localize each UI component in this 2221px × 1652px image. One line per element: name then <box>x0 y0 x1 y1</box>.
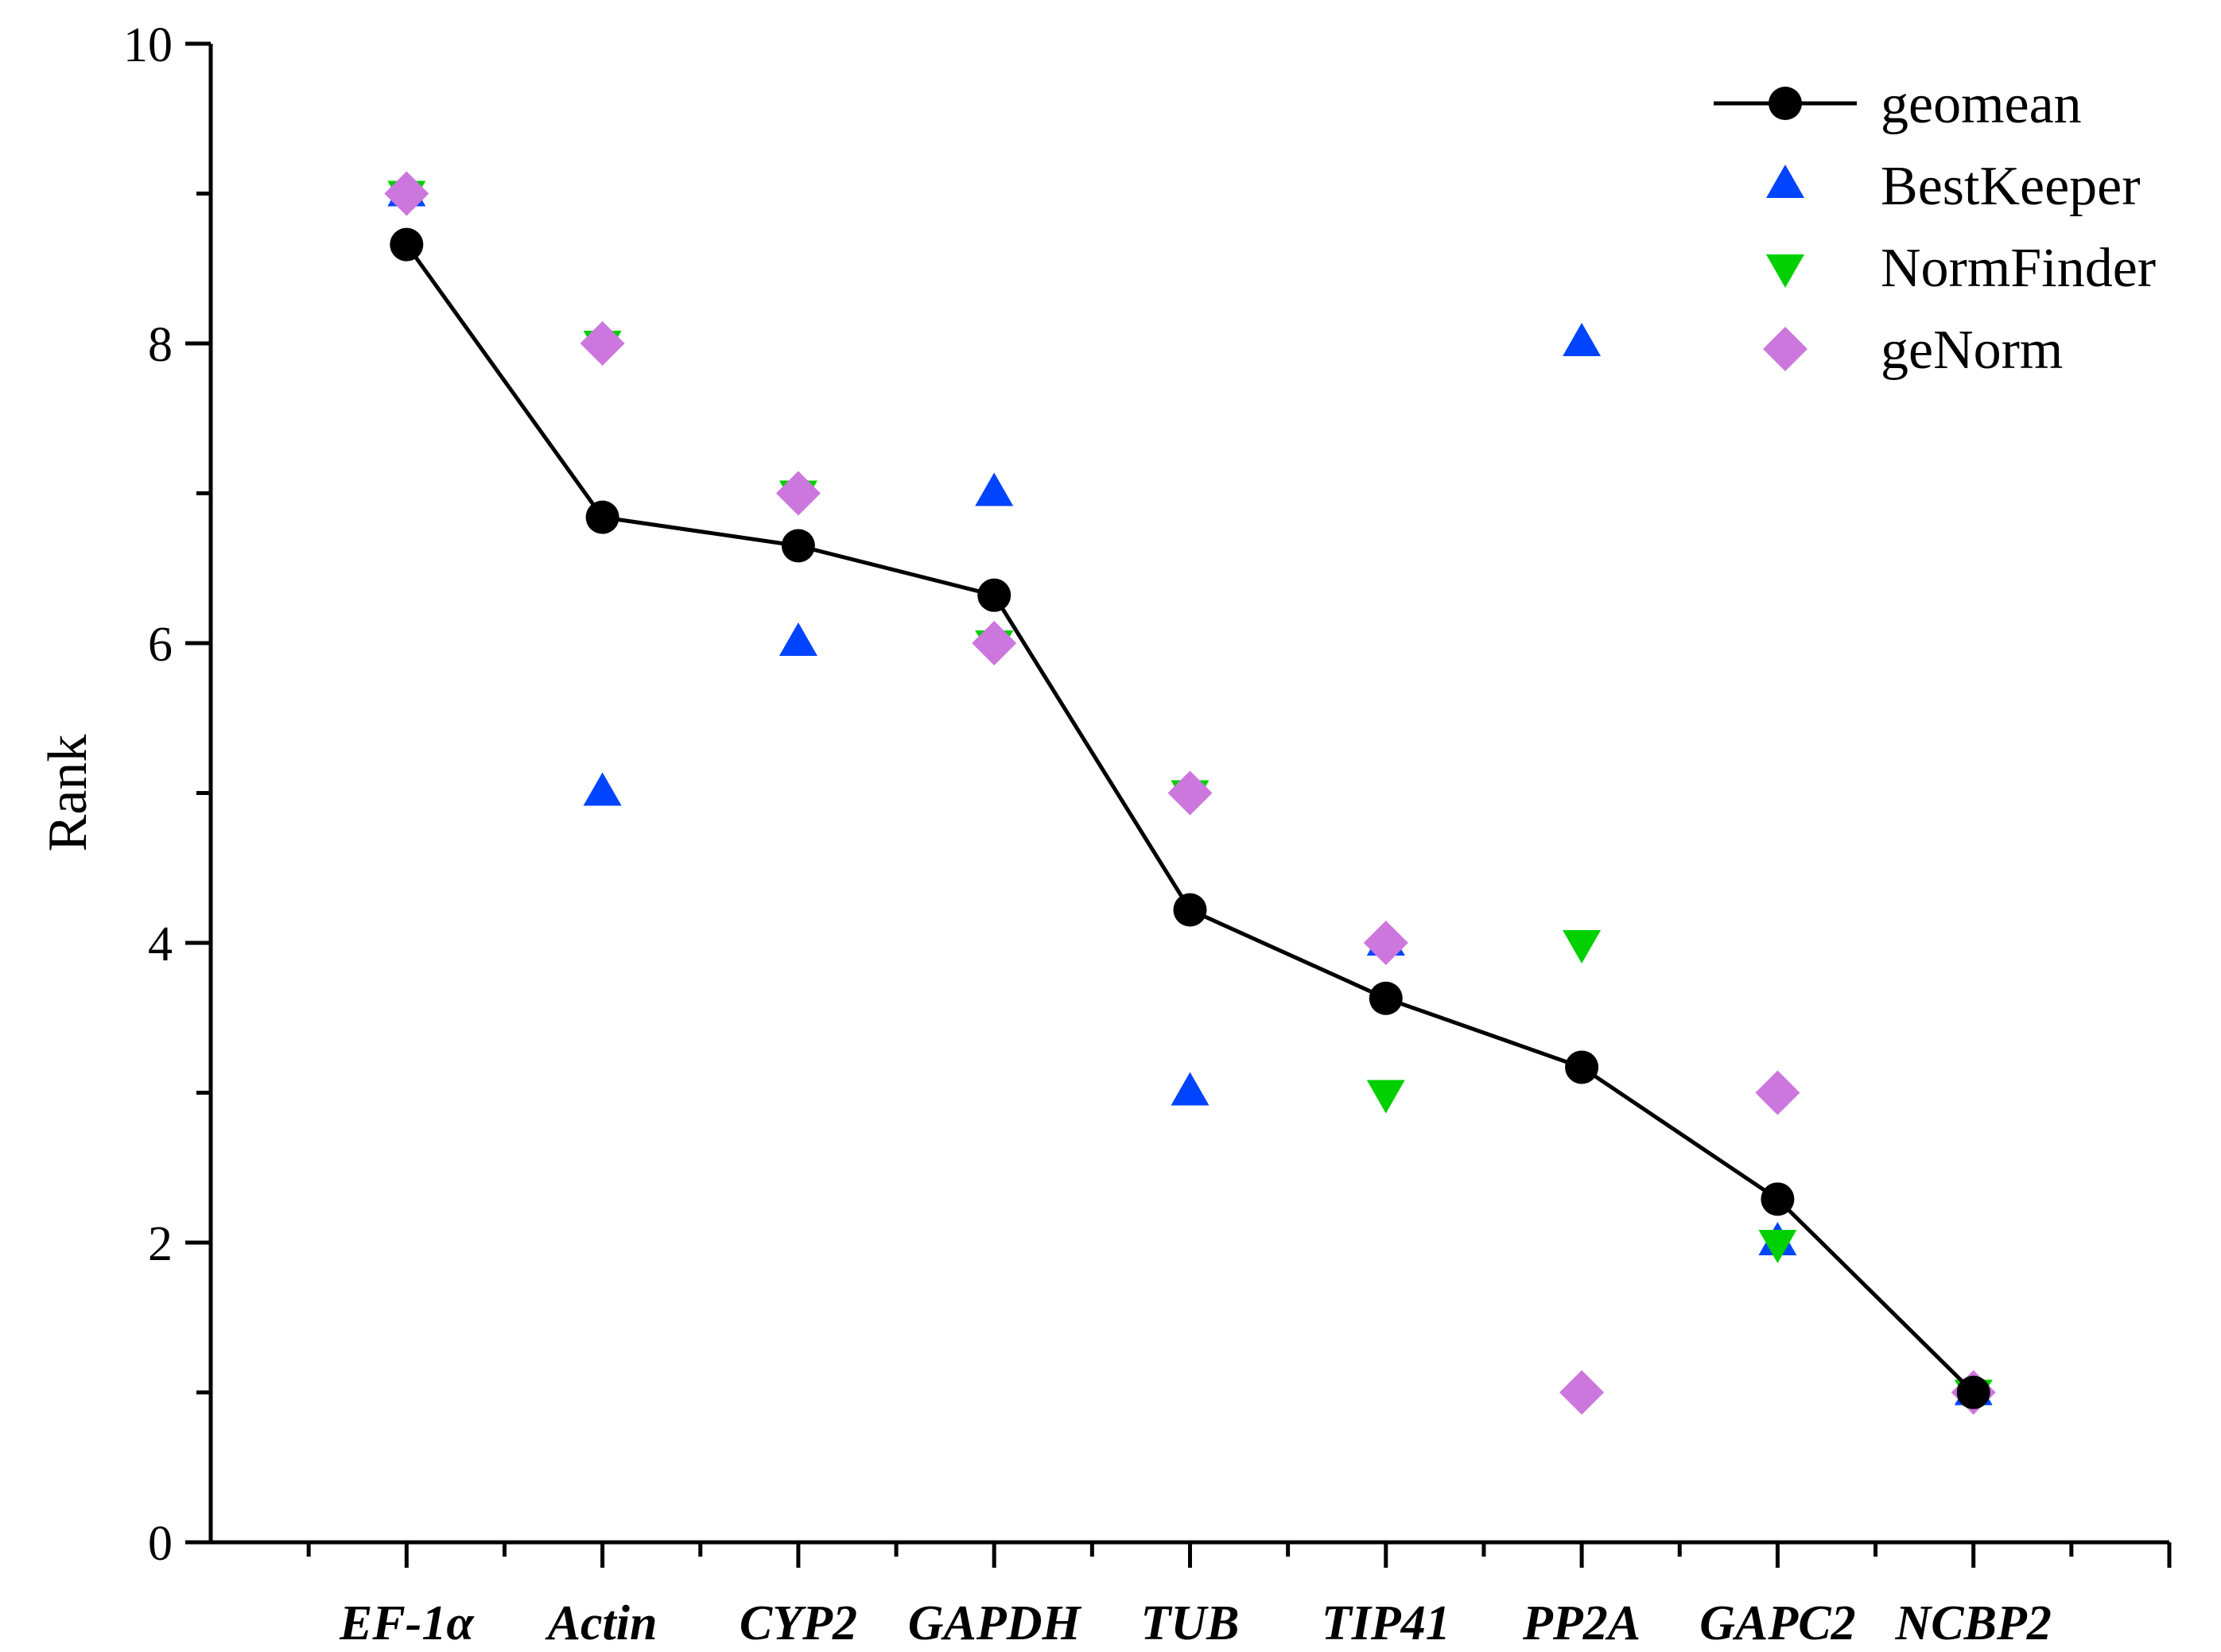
legend-label-NormFinder: NormFinder <box>1881 238 2156 299</box>
data-point-geNorm <box>1167 770 1213 816</box>
data-point-BestKeeper <box>1563 322 1602 356</box>
legend-label-BestKeeper: BestKeeper <box>1881 156 2141 217</box>
data-point-geomean <box>1956 1375 1990 1410</box>
y-tick-label: 8 <box>148 318 173 372</box>
x-tick-label: TUB <box>1141 1596 1240 1648</box>
y-tick-label: 6 <box>148 618 173 672</box>
y-axis-title: Rank <box>37 735 99 852</box>
data-point-BestKeeper <box>1171 1072 1210 1106</box>
data-point-geomean <box>585 500 619 534</box>
data-point-geNorm <box>1559 1370 1605 1415</box>
series-line-geomean <box>405 243 1975 1394</box>
data-point-geNorm <box>580 321 625 366</box>
data-point-geNorm <box>1755 1070 1800 1115</box>
data-point-BestKeeper <box>975 472 1014 506</box>
data-point-geomean <box>390 227 424 262</box>
legend-label-geNorm: geNorm <box>1881 320 2063 381</box>
data-point-geomean <box>1369 981 1403 1015</box>
x-tick-label: EF-1α <box>339 1596 475 1648</box>
x-tick-label: Actin <box>545 1596 658 1648</box>
series-geNorm <box>384 171 1996 1415</box>
data-point-geomean <box>1761 1182 1795 1216</box>
y-tick-label: 4 <box>148 917 173 971</box>
y-tick-label: 10 <box>123 18 173 72</box>
x-tick-label: GAPC2 <box>1699 1596 1855 1648</box>
legend-marker-BestKeeper <box>1766 164 1804 198</box>
y-tick-label: 2 <box>148 1217 173 1271</box>
data-point-geNorm <box>384 171 429 216</box>
data-point-BestKeeper <box>779 622 817 656</box>
data-point-geNorm <box>972 621 1017 665</box>
data-point-geomean <box>977 578 1011 612</box>
data-point-NormFinder <box>1563 930 1602 964</box>
series-geomean <box>390 227 1990 1410</box>
data-point-geomean <box>781 529 815 563</box>
x-tick-label: GAPDH <box>908 1596 1082 1648</box>
y-tick-label: 0 <box>148 1517 173 1571</box>
data-point-NormFinder <box>1366 1080 1405 1114</box>
axes: 0 2 4 6 8 10 EF-1α Actin CYP2 GAPDH TUB TIP41 PP2A GA… <box>37 18 2172 1650</box>
legend-marker-geomean <box>1769 87 1802 120</box>
data-point-geomean <box>1565 1050 1599 1084</box>
legend-marker-NormFinder <box>1766 254 1804 289</box>
plot-area <box>384 171 1996 1415</box>
data-point-geNorm <box>775 471 821 516</box>
x-tick-label: NCBP2 <box>1895 1596 2052 1648</box>
data-point-NormFinder <box>1758 1230 1797 1264</box>
x-tick-label: TIP41 <box>1322 1596 1450 1648</box>
x-tick-label: CYP2 <box>740 1596 857 1648</box>
x-tick-label: PP2A <box>1522 1596 1641 1648</box>
legend: geomean BestKeeper NormFinder geNorm <box>1714 74 2156 381</box>
data-point-geNorm <box>1363 921 1408 965</box>
data-point-geomean <box>1173 893 1207 927</box>
legend-label-geomean: geomean <box>1881 74 2082 135</box>
legend-marker-geNorm <box>1763 327 1807 371</box>
data-point-BestKeeper <box>583 772 622 806</box>
